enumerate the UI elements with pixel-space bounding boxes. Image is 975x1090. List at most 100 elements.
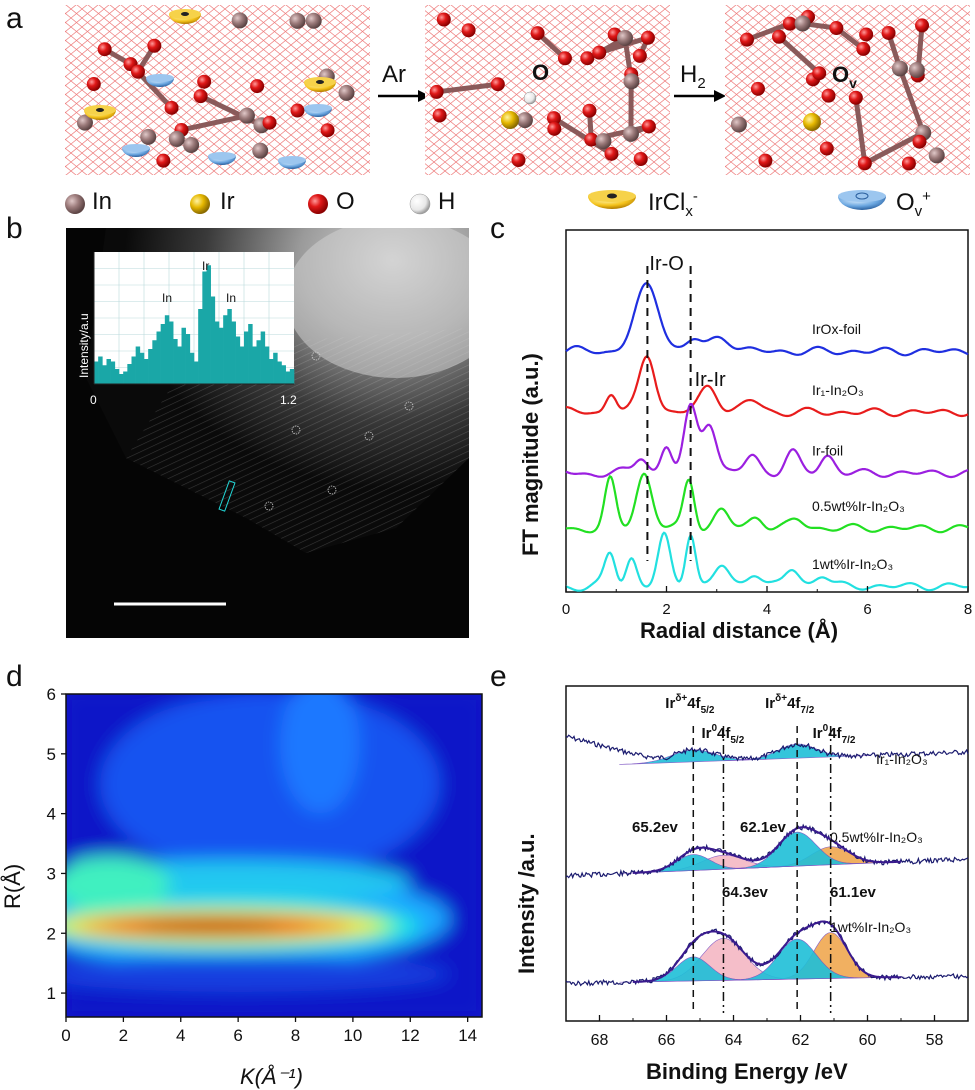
o-atom bbox=[320, 123, 335, 138]
ir-atom bbox=[803, 113, 821, 131]
in-atom bbox=[908, 61, 925, 78]
e-energy-652: 65.2ev bbox=[632, 819, 679, 836]
inset-profile-bar bbox=[273, 352, 278, 384]
o-atom bbox=[848, 90, 863, 105]
inset-profile-bar bbox=[256, 340, 261, 384]
inset-profile-bar bbox=[260, 331, 266, 384]
h2-label: H bbox=[680, 61, 697, 88]
inset-peak-in-1: In bbox=[162, 291, 172, 305]
inset-profile-bar bbox=[285, 371, 291, 384]
o-atom bbox=[582, 103, 597, 118]
e-fit-envelope bbox=[632, 826, 901, 874]
o-atom bbox=[557, 51, 572, 66]
o-atom bbox=[547, 121, 562, 136]
in-atom bbox=[252, 142, 269, 159]
inset-x1: 1.2 bbox=[280, 393, 297, 407]
inset-profile-bar bbox=[139, 352, 145, 384]
o-atom bbox=[436, 12, 451, 27]
o-atom bbox=[901, 156, 916, 171]
e-peak-label: Irδ+4f5/2 bbox=[665, 693, 715, 716]
in-atom bbox=[305, 12, 322, 29]
c-xtick-label: 6 bbox=[863, 601, 871, 618]
o-atom bbox=[432, 108, 447, 123]
c-xtick-label: 4 bbox=[763, 601, 771, 618]
o-atom bbox=[490, 77, 505, 92]
inset-profile-bar bbox=[148, 349, 153, 384]
c-series-line bbox=[565, 472, 969, 534]
d-ytick-label: 1 bbox=[47, 984, 56, 1003]
o-atom bbox=[632, 48, 647, 63]
o-atom bbox=[197, 74, 212, 89]
c-ylabel: FT magnitude (a.u.) bbox=[518, 353, 543, 556]
e-xtick-label: 62 bbox=[792, 1032, 810, 1049]
inset-profile-bar bbox=[131, 356, 136, 384]
o-atom bbox=[164, 100, 179, 115]
legend-ir: Ir bbox=[220, 188, 235, 215]
inset-profile-bar bbox=[289, 369, 295, 384]
in-atom bbox=[238, 107, 255, 124]
e-xtick-label: 66 bbox=[658, 1032, 676, 1049]
d-xtick-label: 6 bbox=[233, 1026, 242, 1045]
e-spectrum-ir1 bbox=[565, 734, 969, 762]
inset-profile-bar bbox=[198, 309, 203, 384]
inset-profile-bar bbox=[177, 346, 182, 384]
inset-profile-bar bbox=[189, 352, 195, 384]
ov-sub: v bbox=[849, 75, 857, 91]
o-atom bbox=[290, 103, 305, 118]
e-energy-621: 62.1ev bbox=[740, 819, 787, 836]
in-atom bbox=[928, 147, 945, 164]
inset-profile-bar bbox=[223, 315, 228, 384]
inset-profile-bar bbox=[102, 365, 107, 384]
inset-profile-bar bbox=[164, 315, 170, 384]
d-ylabel: R(Å) bbox=[0, 864, 25, 909]
o-atom bbox=[580, 51, 595, 66]
c-series-name: IrOx-foil bbox=[812, 321, 861, 337]
o-atom bbox=[193, 89, 208, 104]
e-xtick-label: 58 bbox=[926, 1032, 944, 1049]
c-series-name: Ir₁-In₂O₃ bbox=[812, 382, 864, 398]
in-atom bbox=[168, 130, 185, 147]
inset-profile-bar bbox=[94, 361, 99, 384]
svg-text:Ov: Ov bbox=[832, 62, 857, 91]
inset-profile-bar bbox=[206, 265, 211, 384]
inset-profile-bar bbox=[160, 324, 166, 384]
inset-profile-bar bbox=[106, 359, 111, 384]
ircl-icon bbox=[84, 105, 116, 120]
e-peak-label: Ir04f5/2 bbox=[701, 723, 744, 746]
o-atom bbox=[821, 88, 836, 103]
o-atom bbox=[857, 156, 872, 171]
o-atom bbox=[812, 66, 827, 81]
o-atom bbox=[604, 146, 619, 161]
c-xlabel: Radial distance (Å) bbox=[640, 617, 838, 643]
inset-profile-bar bbox=[127, 364, 132, 384]
inset-profile-bar bbox=[135, 346, 141, 384]
legend-h: H bbox=[438, 188, 456, 215]
e-ylabel: Intensity /a.u. bbox=[514, 833, 539, 974]
o-atom bbox=[641, 119, 656, 134]
d-ytick-label: 2 bbox=[47, 924, 56, 943]
e-xlabel: Binding Energy /eV bbox=[646, 1059, 848, 1084]
inset-x0: 0 bbox=[90, 393, 97, 407]
atom-legend: In Ir O H IrClx- Ov+ bbox=[60, 186, 975, 222]
e-fit-envelope bbox=[632, 920, 901, 983]
e-component-ir-delta bbox=[619, 749, 768, 765]
e-xtick-label: 60 bbox=[859, 1032, 877, 1049]
inset-ylabel: Intensity/a.u bbox=[77, 313, 91, 378]
inset-profile-bar bbox=[227, 309, 232, 384]
ov-icon bbox=[208, 152, 236, 165]
inset-profile-bar bbox=[169, 321, 174, 384]
inset-profile-bar bbox=[202, 271, 207, 384]
legend-in: In bbox=[92, 188, 113, 215]
e-peak-label: Irδ+4f7/2 bbox=[765, 693, 815, 716]
ir-atom bbox=[501, 111, 519, 129]
inset-profile-bar bbox=[264, 346, 270, 384]
in-atom bbox=[516, 112, 533, 129]
d-ytick-label: 6 bbox=[47, 685, 56, 704]
ov-icon bbox=[304, 104, 332, 117]
e-series-05wt: 0.5wt%Ir-In₂O₃ bbox=[830, 829, 923, 845]
c-series-line bbox=[566, 355, 969, 418]
inset-profile-bar bbox=[239, 346, 245, 384]
c-annotation-ir-ir: Ir-Ir bbox=[695, 369, 726, 391]
o-atom bbox=[262, 115, 277, 130]
in-atom bbox=[76, 114, 93, 131]
